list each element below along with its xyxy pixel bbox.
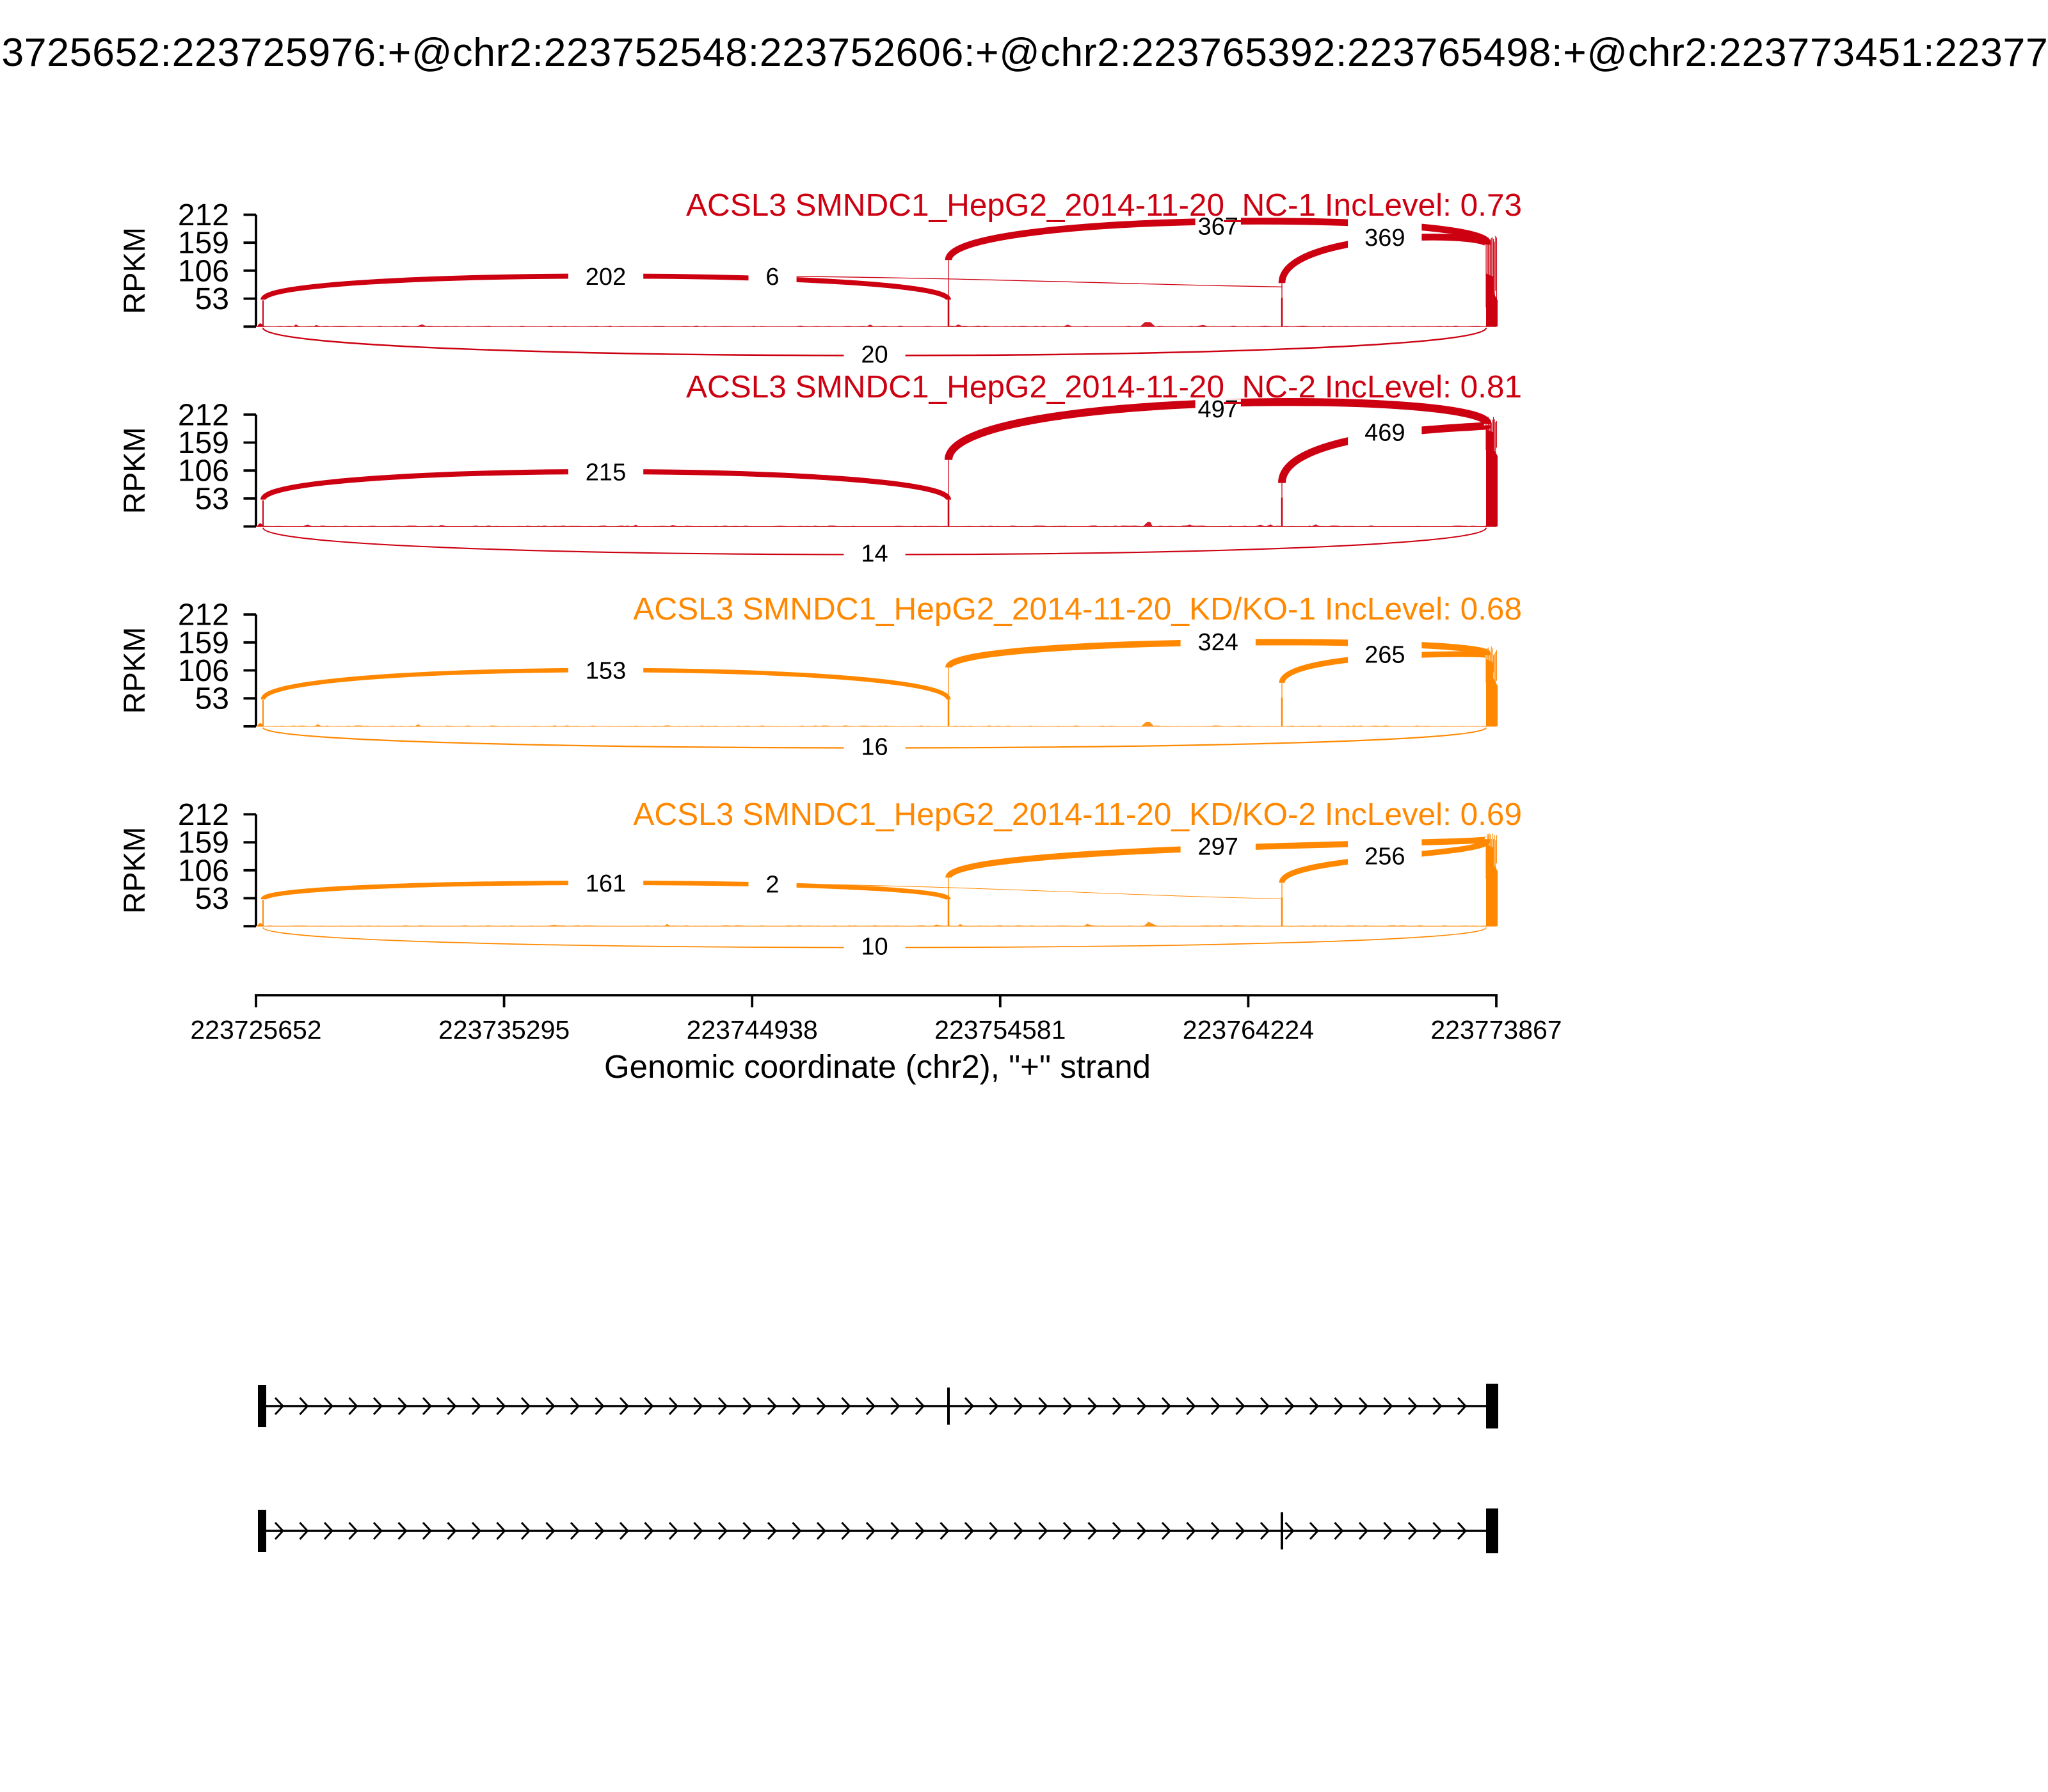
svg-text:215: 215 [586, 459, 626, 486]
svg-text:14: 14 [861, 540, 888, 567]
svg-text:369: 369 [1364, 225, 1405, 252]
svg-text:RPKM: RPKM [117, 227, 151, 314]
svg-text:367: 367 [1197, 213, 1238, 240]
svg-text:223764224: 223764224 [1183, 1015, 1314, 1044]
svg-text:265: 265 [1364, 641, 1405, 668]
svg-text:153: 153 [586, 657, 626, 684]
svg-text:106: 106 [178, 454, 229, 488]
svg-text:RPKM: RPKM [117, 627, 151, 714]
svg-text:497: 497 [1197, 396, 1238, 423]
svg-text:10: 10 [861, 933, 888, 960]
svg-text:159: 159 [178, 426, 229, 460]
svg-text:53: 53 [195, 482, 229, 516]
svg-text:256: 256 [1364, 843, 1405, 870]
svg-text:chr2:223725652:223725976:+@chr: chr2:223725652:223725976:+@chr2:22375254… [0, 30, 2048, 75]
svg-text:223754581: 223754581 [934, 1015, 1066, 1044]
svg-text:202: 202 [586, 264, 626, 291]
svg-text:212: 212 [178, 198, 229, 232]
svg-text:ACSL3 SMNDC1_HepG2_2014-11-20_: ACSL3 SMNDC1_HepG2_2014-11-20_KD/KO-2 In… [633, 797, 1522, 832]
svg-text:6: 6 [765, 264, 779, 291]
svg-text:53: 53 [195, 882, 229, 916]
svg-text:16: 16 [861, 733, 888, 760]
svg-text:ACSL3 SMNDC1_HepG2_2014-11-20_: ACSL3 SMNDC1_HepG2_2014-11-20_NC-2 IncLe… [686, 369, 1522, 404]
svg-text:ACSL3 SMNDC1_HepG2_2014-11-20_: ACSL3 SMNDC1_HepG2_2014-11-20_KD/KO-1 In… [633, 591, 1522, 627]
svg-text:159: 159 [178, 826, 229, 860]
svg-text:161: 161 [586, 870, 626, 897]
svg-text:ACSL3 SMNDC1_HepG2_2014-11-20_: ACSL3 SMNDC1_HepG2_2014-11-20_NC-1 IncLe… [686, 188, 1522, 223]
svg-text:2: 2 [765, 871, 779, 898]
svg-text:223735295: 223735295 [438, 1015, 570, 1044]
svg-text:RPKM: RPKM [117, 427, 151, 514]
svg-text:106: 106 [178, 854, 229, 888]
svg-text:212: 212 [178, 798, 229, 832]
svg-text:212: 212 [178, 598, 229, 632]
svg-text:297: 297 [1197, 834, 1238, 861]
svg-text:469: 469 [1364, 419, 1405, 446]
svg-text:159: 159 [178, 626, 229, 660]
svg-text:324: 324 [1197, 629, 1238, 656]
svg-text:223744938: 223744938 [687, 1015, 818, 1044]
svg-text:212: 212 [178, 398, 229, 432]
svg-text:223725652: 223725652 [190, 1015, 321, 1044]
svg-text:159: 159 [178, 227, 229, 260]
svg-text:Genomic coordinate (chr2), "+": Genomic coordinate (chr2), "+" strand [604, 1048, 1151, 1085]
svg-text:223773867: 223773867 [1430, 1015, 1562, 1044]
svg-text:53: 53 [195, 682, 229, 716]
svg-text:53: 53 [195, 282, 229, 316]
svg-text:106: 106 [178, 254, 229, 288]
svg-text:106: 106 [178, 654, 229, 688]
svg-text:20: 20 [861, 341, 888, 368]
svg-text:RPKM: RPKM [117, 827, 151, 914]
